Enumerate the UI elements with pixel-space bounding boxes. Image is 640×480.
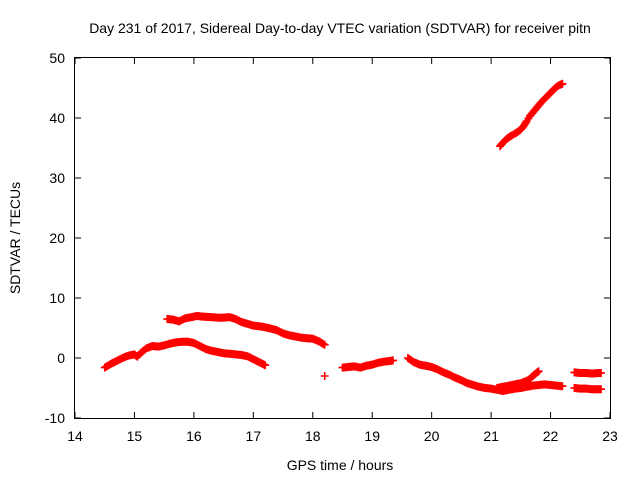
x-tick-label: 17 [246,428,262,444]
series-arc3 [320,372,329,380]
series-arc9 [570,384,606,394]
data-point [389,356,398,365]
y-axis: -10 0 10 20 30 40 50 [45,50,610,426]
data-point [261,361,270,370]
series-arc5 [403,354,567,395]
data-point [558,382,567,391]
data-points [100,79,606,395]
series-arc8 [570,368,606,378]
chart-title: Day 231 of 2017, Sidereal Day-to-day VTE… [89,20,591,36]
data-point [558,79,567,88]
series-arc4 [338,356,398,372]
y-tick-label: 10 [49,290,65,306]
data-point [597,369,606,377]
x-axis-label: GPS time / hours [287,457,394,473]
series-arc6 [493,367,543,392]
x-tick-label: 19 [364,428,380,444]
plot-frame [74,57,611,419]
y-tick-label: 20 [49,230,65,246]
y-tick-label: 40 [49,110,65,126]
series-arc2 [163,312,329,349]
x-tick-label: 21 [483,428,499,444]
y-tick-label: -10 [45,410,65,426]
x-tick-label: 18 [305,428,321,444]
data-point [320,372,329,380]
y-tick-label: 0 [57,350,65,366]
y-axis-label: SDTVAR / TECUs [7,182,23,294]
x-tick-label: 22 [543,428,559,444]
x-tick-label: 15 [127,428,143,444]
x-tick-label: 16 [186,428,202,444]
series-arc1 [100,337,270,372]
y-tick-label: 30 [49,170,65,186]
data-point [597,385,606,394]
x-tick-label: 23 [602,428,618,444]
x-tick-label: 20 [424,428,440,444]
data-point [534,367,543,376]
data-point [320,340,329,349]
y-tick-label: 50 [49,50,65,66]
series-arc7 [496,79,567,151]
x-axis: 14 15 16 17 18 19 20 21 22 23 [67,58,618,444]
x-tick-label: 14 [67,428,83,444]
